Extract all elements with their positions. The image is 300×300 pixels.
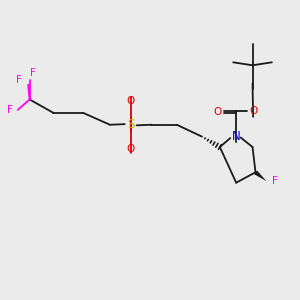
Text: N: N [232, 130, 241, 143]
Text: F: F [16, 75, 22, 85]
Text: S: S [127, 118, 134, 131]
Text: F: F [272, 176, 278, 186]
Text: O: O [127, 96, 135, 106]
Text: O: O [249, 106, 258, 116]
Text: O: O [127, 143, 135, 154]
Text: F: F [30, 68, 35, 78]
Text: F: F [8, 105, 13, 115]
Polygon shape [254, 170, 266, 181]
Text: O: O [213, 107, 222, 117]
